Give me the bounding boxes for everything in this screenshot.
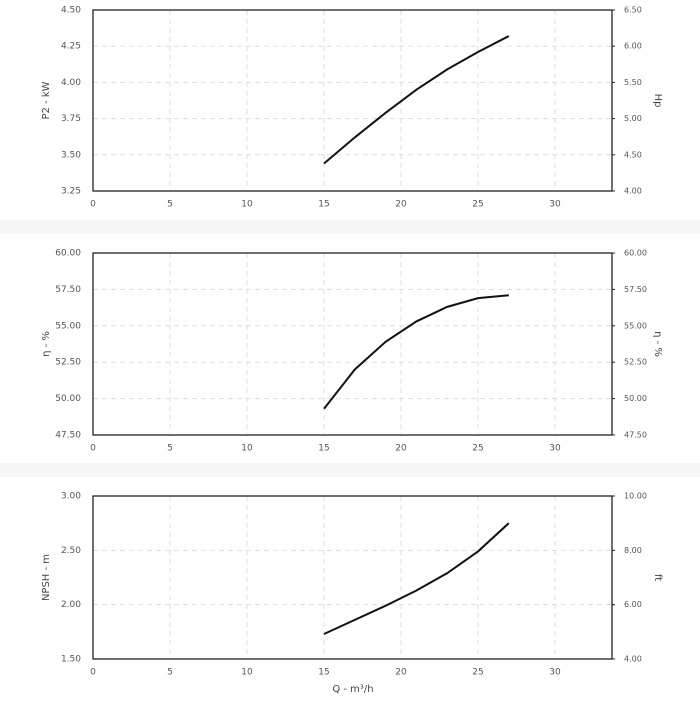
x-tick-label: 5 [167, 200, 173, 210]
x-tick-label: 25 [472, 668, 483, 678]
y-tick-label: 55.00 [55, 321, 81, 331]
y-tick-label: 3.00 [61, 492, 81, 502]
separator [0, 463, 700, 477]
y-tick-label: 50.00 [55, 394, 81, 404]
y-axis-title: P2 - kW [41, 81, 52, 119]
x-tick-label: 30 [549, 444, 561, 454]
y-tick-label: 3.50 [61, 150, 81, 160]
x-tick-label: 30 [549, 200, 561, 210]
y2-tick-label: 5.50 [624, 78, 642, 87]
y-tick-label: 52.50 [55, 358, 81, 368]
plot-frame [92, 252, 613, 436]
y2-tick-label: 8.00 [624, 546, 642, 555]
y2-tick-label: 4.00 [624, 655, 642, 664]
y-axis-title: NPSH - m [41, 554, 52, 601]
y2-tick-label: 57.50 [624, 285, 647, 294]
x-tick-label: 15 [318, 444, 329, 454]
x-tick-label: 20 [395, 668, 407, 678]
x-tick-label: 25 [472, 444, 483, 454]
x-axis-title: Q - m³/h [332, 684, 373, 695]
x-tick-label: 0 [90, 200, 96, 210]
y-tick-label: 4.25 [61, 42, 81, 52]
x-tick-label: 30 [549, 668, 561, 678]
y2-tick-label: 47.50 [624, 431, 647, 440]
y-tick-label: 2.00 [61, 600, 81, 610]
x-tick-label: 5 [167, 668, 173, 678]
y2-tick-label: 4.50 [624, 150, 642, 159]
x-tick-label: 15 [318, 668, 329, 678]
y2-tick-label: 52.50 [624, 358, 647, 367]
y-tick-label: 47.50 [55, 431, 81, 441]
x-tick-label: 20 [395, 444, 407, 454]
y2-tick-label: 60.00 [624, 249, 647, 258]
x-tick-label: 25 [472, 200, 483, 210]
curve [323, 35, 510, 165]
x-tick-label: 10 [241, 668, 253, 678]
plot-frame [92, 9, 613, 192]
y-tick-label: 4.00 [61, 78, 81, 88]
x-tick-label: 5 [167, 444, 173, 454]
curve [323, 522, 510, 635]
y2-tick-label: 55.00 [624, 321, 647, 330]
curve [323, 294, 509, 410]
y-tick-label: 3.75 [61, 114, 81, 124]
y2-tick-label: 6.00 [624, 600, 642, 609]
y-tick-label: 60.00 [55, 249, 81, 259]
x-tick-label: 10 [241, 444, 253, 454]
y2-axis-title: Hp [652, 94, 663, 108]
y-axis-title: η - % [41, 331, 52, 357]
y2-tick-label: 6.00 [624, 42, 642, 51]
plot-frame [92, 495, 613, 660]
y-tick-label: 57.50 [55, 285, 81, 295]
separator [0, 220, 700, 234]
y2-tick-label: 50.00 [624, 394, 647, 403]
y2-tick-label: 10.00 [624, 492, 647, 501]
x-tick-label: 0 [90, 444, 96, 454]
y-tick-label: 1.50 [61, 655, 81, 665]
y-tick-label: 2.50 [61, 546, 81, 556]
x-tick-label: 20 [395, 200, 407, 210]
y2-tick-label: 5.00 [624, 114, 642, 123]
y2-tick-label: 6.50 [624, 6, 642, 15]
x-tick-label: 10 [241, 200, 253, 210]
y2-axis-title: η - % [652, 331, 663, 357]
y-tick-label: 3.25 [61, 187, 81, 197]
x-tick-label: 0 [90, 668, 96, 678]
y2-axis-title: ft [652, 574, 663, 581]
x-tick-label: 15 [318, 200, 329, 210]
y2-tick-label: 4.00 [624, 187, 642, 196]
y-tick-label: 4.50 [61, 6, 81, 16]
